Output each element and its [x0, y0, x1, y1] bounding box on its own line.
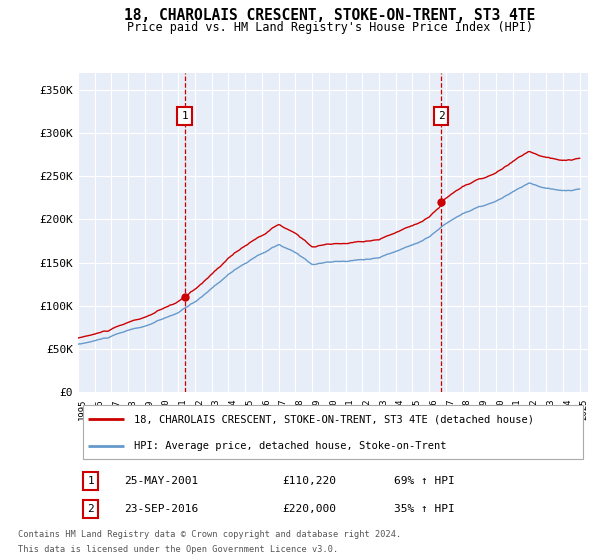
Text: 2022: 2022: [529, 398, 538, 420]
Text: 2: 2: [88, 504, 94, 514]
Text: 35% ↑ HPI: 35% ↑ HPI: [394, 504, 455, 514]
Text: 2008: 2008: [295, 398, 304, 420]
Text: 2009: 2009: [312, 398, 321, 420]
Text: 2017: 2017: [446, 398, 455, 420]
Text: 2016: 2016: [429, 398, 438, 420]
Text: 2012: 2012: [362, 398, 371, 420]
Text: 2019: 2019: [479, 398, 488, 420]
Text: 25-MAY-2001: 25-MAY-2001: [124, 476, 198, 486]
Text: 2004: 2004: [229, 398, 238, 420]
Text: 2015: 2015: [412, 398, 421, 420]
Text: 2010: 2010: [329, 398, 338, 420]
Text: 1: 1: [88, 476, 94, 486]
Text: 2001: 2001: [178, 398, 187, 420]
Text: 18, CHAROLAIS CRESCENT, STOKE-ON-TRENT, ST3 4TE (detached house): 18, CHAROLAIS CRESCENT, STOKE-ON-TRENT, …: [134, 414, 534, 424]
Text: 1996: 1996: [95, 398, 104, 420]
Text: 69% ↑ HPI: 69% ↑ HPI: [394, 476, 455, 486]
Text: 2005: 2005: [245, 398, 254, 420]
Text: 18, CHAROLAIS CRESCENT, STOKE-ON-TRENT, ST3 4TE: 18, CHAROLAIS CRESCENT, STOKE-ON-TRENT, …: [124, 8, 536, 24]
Text: 2: 2: [438, 111, 445, 121]
Text: 2014: 2014: [396, 398, 405, 420]
Text: £110,220: £110,220: [282, 476, 336, 486]
Text: 2000: 2000: [161, 398, 170, 420]
Text: Price paid vs. HM Land Registry's House Price Index (HPI): Price paid vs. HM Land Registry's House …: [127, 21, 533, 34]
Text: 2013: 2013: [379, 398, 388, 420]
Text: 2021: 2021: [513, 398, 522, 420]
Text: Contains HM Land Registry data © Crown copyright and database right 2024.: Contains HM Land Registry data © Crown c…: [18, 530, 401, 539]
Text: 2024: 2024: [563, 398, 572, 420]
Text: 2003: 2003: [212, 398, 221, 420]
Text: £220,000: £220,000: [282, 504, 336, 514]
Text: 1995: 1995: [78, 398, 87, 420]
Text: 2020: 2020: [496, 398, 505, 420]
Text: 1998: 1998: [128, 398, 137, 420]
Text: 1: 1: [181, 111, 188, 121]
Text: This data is licensed under the Open Government Licence v3.0.: This data is licensed under the Open Gov…: [18, 545, 338, 554]
Text: 1997: 1997: [112, 398, 121, 420]
Text: HPI: Average price, detached house, Stoke-on-Trent: HPI: Average price, detached house, Stok…: [134, 441, 446, 451]
Text: 2011: 2011: [346, 398, 355, 420]
Text: 1999: 1999: [145, 398, 154, 420]
Text: 2007: 2007: [278, 398, 287, 420]
Text: 2018: 2018: [463, 398, 472, 420]
Text: 2002: 2002: [195, 398, 204, 420]
FancyBboxPatch shape: [83, 405, 583, 459]
Text: 23-SEP-2016: 23-SEP-2016: [124, 504, 198, 514]
Text: 2023: 2023: [546, 398, 555, 420]
Text: 2006: 2006: [262, 398, 271, 420]
Text: 2025: 2025: [580, 398, 589, 420]
